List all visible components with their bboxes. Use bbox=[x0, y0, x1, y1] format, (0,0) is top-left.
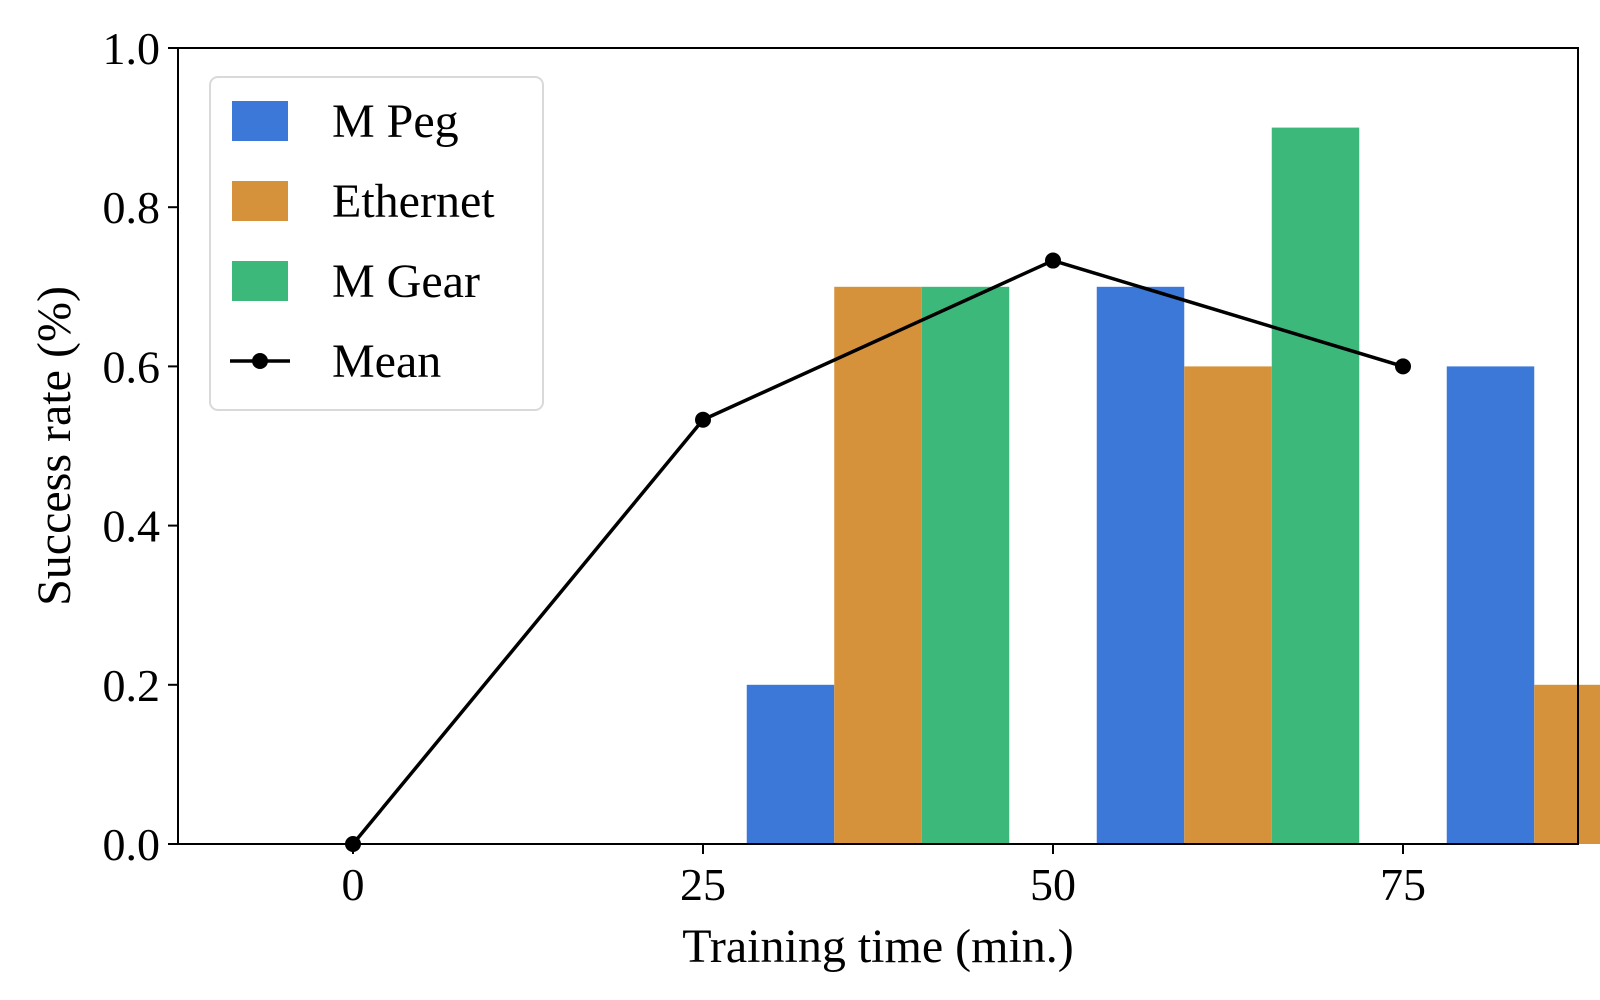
x-tick-label: 0 bbox=[342, 859, 365, 910]
legend-swatch-m-gear bbox=[232, 261, 288, 301]
y-axis-ticks: 0.0 0.2 0.4 0.6 0.8 1.0 bbox=[103, 23, 178, 870]
legend-label-m-peg: M Peg bbox=[332, 95, 459, 148]
x-axis-ticks: 0 25 50 75 bbox=[342, 844, 1426, 910]
bar-ethernet-50 bbox=[1184, 366, 1272, 844]
legend-label-m-gear: M Gear bbox=[332, 255, 480, 308]
mean-point-25 bbox=[695, 411, 711, 428]
bar-m-gear-25 bbox=[921, 286, 1010, 844]
legend-box bbox=[209, 76, 544, 411]
y-tick-label: 0.6 bbox=[103, 341, 161, 392]
bar-m-peg-50 bbox=[1096, 286, 1185, 844]
legend-label-mean: Mean bbox=[332, 335, 441, 388]
mean-point-75 bbox=[1395, 358, 1411, 375]
x-tick-label: 75 bbox=[1380, 859, 1426, 910]
x-tick-label: 50 bbox=[1030, 859, 1076, 910]
y-tick-label: 0.2 bbox=[103, 660, 161, 711]
y-tick-label: 0.4 bbox=[103, 501, 161, 552]
legend-swatch-ethernet bbox=[232, 181, 288, 221]
mean-line bbox=[351, 258, 1404, 846]
legend-marker-mean bbox=[252, 353, 268, 369]
legend-label-ethernet: Ethernet bbox=[332, 175, 495, 228]
bar-m-peg-75 bbox=[1446, 366, 1535, 844]
y-tick-label: 0.8 bbox=[103, 182, 161, 233]
bar-m-peg-25 bbox=[746, 684, 835, 844]
y-tick-label: 1.0 bbox=[103, 23, 161, 74]
x-tick-label: 25 bbox=[680, 859, 726, 910]
bars-layer bbox=[746, 127, 1600, 845]
bar-m-gear-50 bbox=[1271, 127, 1360, 845]
mean-point-50 bbox=[1045, 252, 1061, 269]
legend-swatch-m-peg bbox=[232, 101, 288, 141]
y-axis-title: Success rate (%) bbox=[28, 286, 81, 606]
y-tick-label: 0.0 bbox=[103, 819, 161, 870]
legend: M Peg Ethernet M Gear Mean bbox=[209, 76, 544, 411]
bar-ethernet-25 bbox=[834, 286, 922, 844]
x-axis-title: Training time (min.) bbox=[682, 920, 1074, 973]
bar-ethernet-75 bbox=[1534, 684, 1600, 844]
plot-frame bbox=[177, 47, 1579, 845]
